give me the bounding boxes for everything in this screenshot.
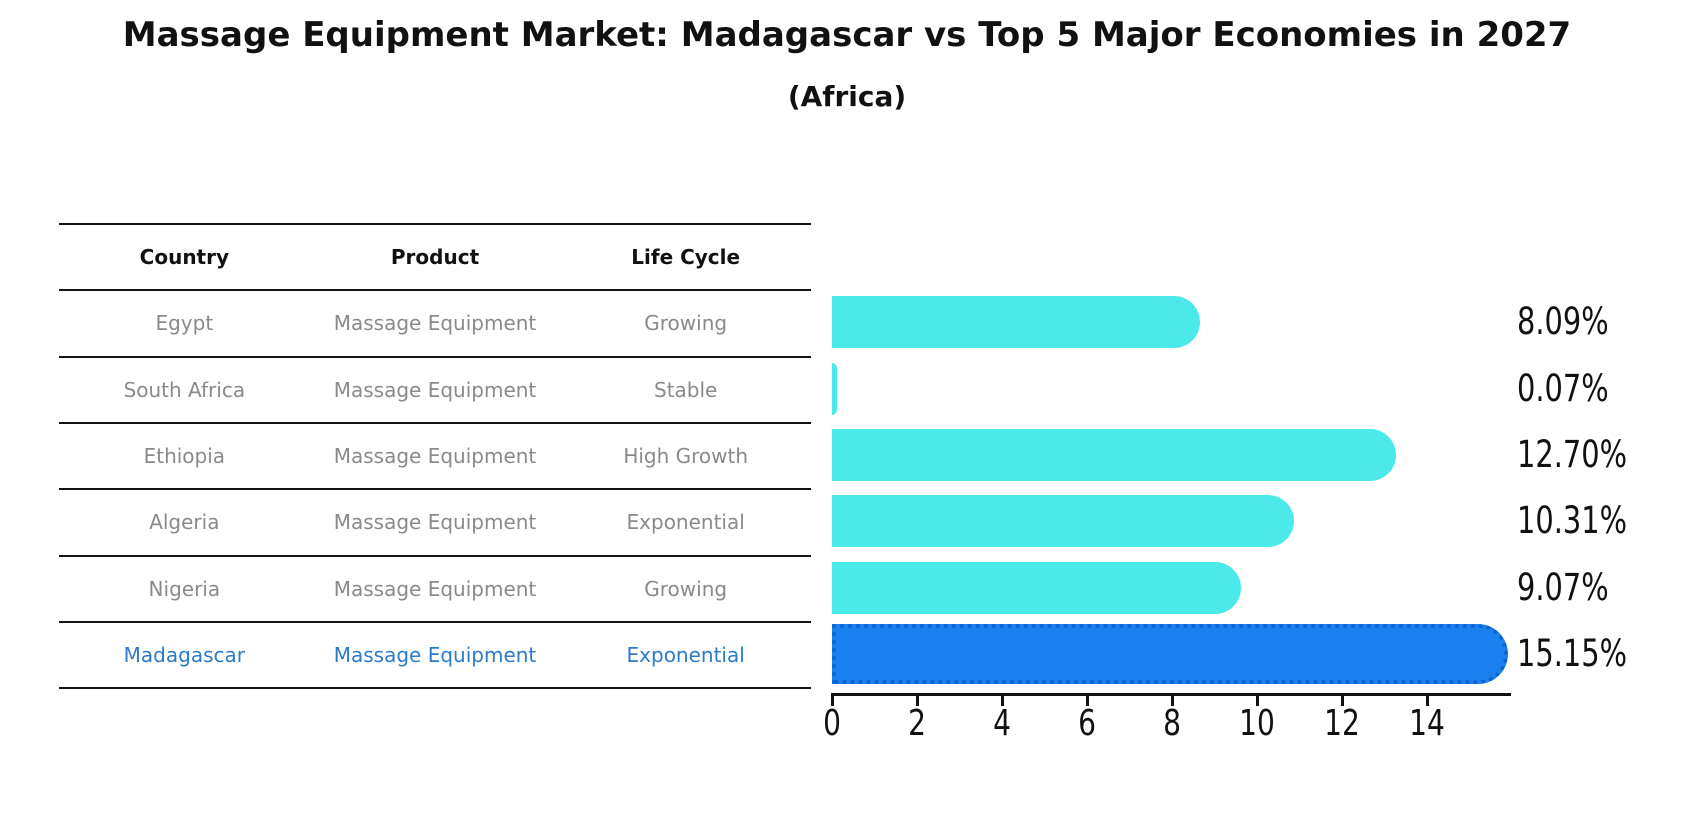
bar-value-label-algeria: 10.31% (1517, 499, 1628, 543)
column-header-life-cycle: Life Cycle (631, 245, 741, 270)
x-axis-tick-4 (1001, 693, 1004, 706)
x-axis-tick-14 (1426, 693, 1429, 706)
bar-value-label-south-africa: 0.07% (1517, 366, 1609, 410)
table-body: Egypt Massage Equipment Growing South Afric… (59, 291, 811, 690)
x-axis-tick-6 (1086, 693, 1089, 706)
x-axis-tick-label-14: 14 (1409, 703, 1445, 744)
cell-country: Algeria (149, 510, 220, 535)
bar-madagascar (832, 624, 1508, 685)
cell-life-cycle: Stable (654, 377, 718, 402)
cell-life-cycle: High Growth (623, 444, 749, 469)
cell-country: Egypt (155, 311, 214, 336)
cell-life-cycle: Growing (644, 311, 728, 336)
cell-life-cycle: Growing (644, 576, 728, 601)
column-header-country: Country (139, 245, 230, 270)
x-axis-tick-label-4: 4 (993, 703, 1011, 744)
cell-life-cycle: Exponential (626, 643, 745, 668)
chart-title: Massage Equipment Market: Madagascar vs … (122, 15, 1572, 55)
x-axis-tick-10 (1256, 693, 1259, 706)
x-axis-tick-label-0: 0 (823, 703, 841, 744)
x-axis-tick-label-2: 2 (908, 703, 926, 744)
cell-product: Massage Equipment (333, 643, 537, 668)
cell-life-cycle: Exponential (626, 510, 745, 535)
cell-country: Madagascar (123, 643, 245, 668)
country-table: Country Product Life Cycle Egypt Massage … (59, 223, 811, 690)
chart-subtitle: (Africa) (787, 80, 907, 113)
cell-country: Nigeria (148, 576, 221, 601)
x-axis-tick-8 (1171, 693, 1174, 706)
bar-nigeria (832, 561, 1242, 614)
bar-value-label-madagascar: 15.15% (1517, 632, 1628, 676)
column-header-product: Product (390, 245, 480, 270)
table-row-ethiopia: Ethiopia Massage Equipment High Growth (59, 424, 811, 491)
x-axis-tick-label-12: 12 (1324, 703, 1360, 744)
table-row-south-africa: South Africa Massage Equipment Stable (59, 358, 811, 424)
bar-value-label-nigeria: 9.07% (1517, 565, 1609, 609)
table-header-row: Country Product Life Cycle (59, 225, 811, 292)
bar-algeria (832, 495, 1295, 548)
bar-south-africa (832, 362, 837, 415)
x-axis-tick-12 (1341, 693, 1344, 706)
bar-value-label-egypt: 8.09% (1517, 300, 1609, 344)
x-axis-tick-0 (831, 693, 834, 706)
bar-egypt (832, 296, 1200, 349)
x-axis-tick-label-6: 6 (1078, 703, 1096, 744)
x-axis-tick-2 (916, 693, 919, 706)
bar-value-label-ethiopia: 12.70% (1517, 433, 1628, 477)
cell-product: Massage Equipment (333, 444, 537, 469)
table-row-algeria: Algeria Massage Equipment Exponential (59, 490, 811, 557)
x-axis-tick-label-8: 8 (1163, 703, 1181, 744)
cell-product: Massage Equipment (333, 510, 537, 535)
table-row-nigeria: Nigeria Massage Equipment Growing (59, 557, 811, 623)
cell-product: Massage Equipment (333, 377, 537, 402)
x-axis-tick-label-10: 10 (1239, 703, 1275, 744)
table-row-madagascar: Madagascar Massage Equipment Exponential (59, 623, 811, 690)
cell-country: Ethiopia (143, 444, 226, 469)
cell-product: Massage Equipment (333, 311, 537, 336)
bar-ethiopia (832, 429, 1396, 482)
table-row-egypt: Egypt Massage Equipment Growing (59, 291, 811, 358)
cell-country: South Africa (123, 377, 246, 402)
cell-product: Massage Equipment (333, 576, 537, 601)
